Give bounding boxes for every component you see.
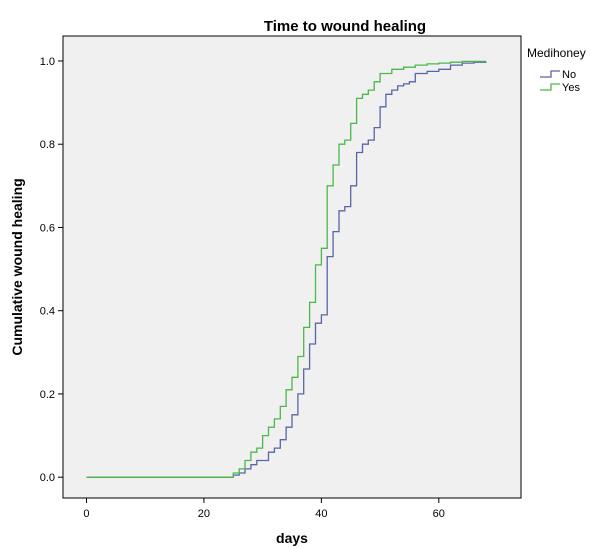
plot-background <box>62 35 522 499</box>
legend-label-no: No <box>562 69 576 81</box>
legend-swatch-yes <box>540 83 560 91</box>
y-tick-label: 0.4 <box>40 306 55 318</box>
x-axis-ticks: 0 20 40 60 <box>83 498 445 520</box>
legend-label-yes: Yes <box>562 82 580 94</box>
x-tick-label: 20 <box>198 508 210 520</box>
y-tick-label: 0.6 <box>40 222 55 234</box>
x-axis-title: days <box>276 530 308 546</box>
x-tick-label: 0 <box>83 508 89 520</box>
y-tick-label: 0.8 <box>40 139 55 151</box>
y-axis-ticks: 0.0 0.2 0.4 0.6 0.8 1.0 <box>40 56 63 484</box>
legend-swatch-no <box>540 70 560 78</box>
legend-title: Medihoney <box>527 46 586 60</box>
y-tick-label: 0.2 <box>40 389 55 401</box>
y-axis-title: Cumulative wound healing <box>9 178 25 355</box>
series-layer <box>86 60 487 478</box>
chart-title: Time to wound healing <box>264 18 426 35</box>
y-tick-label: 1.0 <box>40 56 55 68</box>
series-line-no <box>86 61 487 478</box>
x-tick-label: 40 <box>315 508 327 520</box>
x-tick-label: 60 <box>433 508 445 520</box>
series-line-yes <box>86 60 487 478</box>
y-tick-label: 0.0 <box>40 472 55 484</box>
